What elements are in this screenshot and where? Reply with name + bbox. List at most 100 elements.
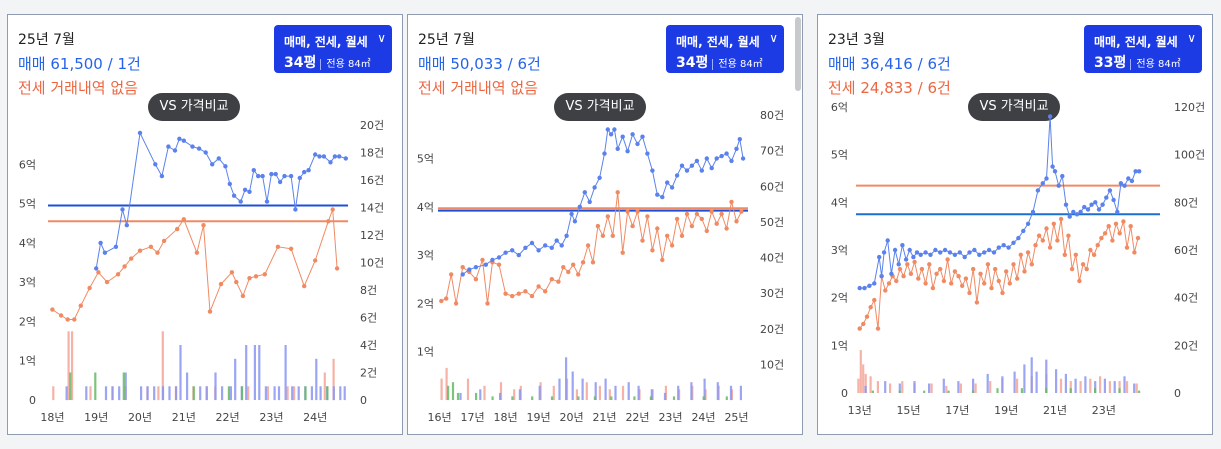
rent-volume-bar: [1045, 388, 1048, 393]
sale-price-point: [630, 132, 635, 137]
y-axis-tick: 1억: [417, 346, 434, 359]
sale-price-point: [210, 162, 215, 167]
sale-volume-bar: [677, 385, 680, 401]
sale-price-point: [942, 247, 948, 253]
sale-volume-bar: [277, 386, 281, 401]
sale-price-point: [918, 252, 923, 257]
y2-axis-tick: 40건: [760, 252, 784, 265]
sale-volume-bar: [175, 386, 178, 401]
jeonse-volume-bar: [266, 386, 269, 401]
sale-volume-bar: [168, 386, 171, 401]
sale-volume-bar: [594, 382, 597, 400]
jeonse-price-point: [240, 293, 246, 299]
sale-price-point: [572, 219, 578, 224]
sale-price-point: [650, 168, 655, 173]
rent-volume-bar: [326, 386, 329, 401]
jeonse-price-point: [952, 269, 958, 274]
jeonse-volume-bar: [864, 373, 867, 393]
jeonse-volume-bar: [959, 383, 962, 393]
sale-price-point: [277, 179, 283, 185]
jeonse-price-point: [941, 278, 947, 284]
period-label: 25년 7월: [18, 32, 75, 48]
sale-volume-bar: [221, 386, 224, 401]
jeonse-price-point: [1110, 238, 1115, 243]
sale-price-point: [1021, 228, 1026, 234]
period-label: 23년 3월: [828, 32, 885, 48]
sale-volume-bar: [518, 389, 521, 400]
sale-price-point: [1074, 212, 1080, 217]
sale-price-point: [523, 245, 528, 250]
deal-type-dropdown[interactable]: 매매, 전세, 월세 ∨ 34평 전용 84㎡: [274, 25, 392, 73]
jeonse-price-point: [72, 317, 77, 322]
deal-type-dropdown[interactable]: 매매, 전세, 월세 ∨ 34평 전용 84㎡: [666, 25, 784, 73]
sale-price-point: [137, 130, 143, 136]
jeonse-price-point: [724, 226, 729, 231]
jeonse-summary: 전세 거래내역 없음: [18, 79, 138, 97]
y-axis-tick: 3억: [417, 249, 434, 262]
sale-price-point: [282, 173, 287, 179]
jeonse-price-point: [543, 289, 548, 294]
jeonse-volume-bar: [466, 378, 470, 400]
sale-price-point: [1137, 169, 1142, 174]
jeonse-price-point: [549, 277, 554, 282]
jeonse-price-point: [207, 309, 213, 314]
vs-compare-button[interactable]: VS 가격비교: [554, 93, 646, 121]
jeonse-volume-bar: [71, 331, 74, 401]
sale-price-point: [719, 153, 724, 159]
x-axis-tick: 18년: [494, 411, 518, 424]
x-axis-tick: 22년: [216, 411, 240, 424]
sale-price-point: [597, 175, 602, 180]
jeonse-price-point: [1018, 252, 1023, 257]
vs-compare-button[interactable]: VS 가격비교: [148, 93, 240, 121]
sale-price-point: [991, 250, 997, 255]
sale-price-point: [645, 151, 650, 156]
pyeong-label: 33평: [1094, 55, 1127, 71]
sale-volume-bar: [339, 386, 342, 401]
sale-volume-bar: [864, 385, 867, 393]
sale-volume-bar: [884, 381, 887, 393]
sale-price-point: [166, 144, 171, 149]
sale-price-point: [857, 285, 862, 291]
jeonse-price-point: [945, 257, 950, 262]
x-axis-tick: 18년: [40, 411, 64, 424]
x-axis-tick: 25년: [724, 411, 748, 424]
sale-volume-bar: [319, 386, 322, 401]
chart-card-2: 25년 7월 매매 50,033 / 6건 전세 거래내역 없음 매매, 전세,…: [407, 14, 803, 435]
jeonse-price-point: [453, 301, 459, 306]
jeonse-volume-bar: [499, 382, 503, 400]
sale-price-point: [1001, 243, 1006, 248]
x-axis-tick: 22년: [625, 411, 649, 424]
x-axis-tick: 19년: [84, 411, 108, 424]
jeonse-price-point: [330, 207, 335, 212]
sale-volume-bar: [663, 392, 667, 400]
y-axis-tick: 2억: [19, 315, 36, 328]
jeonse-price-point: [689, 223, 695, 229]
sale-volume-bar: [558, 378, 561, 400]
sale-summary: 매매 50,033 / 6건: [418, 55, 541, 73]
jeonse-price-point: [247, 276, 252, 281]
sale-price-point: [615, 146, 620, 151]
sale-price-point: [159, 173, 165, 179]
sale-volume-bar: [229, 386, 232, 401]
y2-axis-tick: 40건: [1174, 292, 1198, 305]
x-axis-tick: 23년: [1092, 404, 1116, 417]
sale-price-point: [669, 185, 675, 190]
rent-volume-bar: [531, 396, 534, 400]
sale-volume-bar: [297, 386, 300, 401]
jeonse-price-point: [996, 278, 1001, 284]
price-chart-3: 0 1억 2억 3억 4억 5억 6억 0 20건 40건 60건 80건 100건 120건 13년 15년…: [831, 101, 1205, 417]
sale-volume-bar: [253, 345, 256, 400]
sale-summary: 매매 36,416 / 6건: [828, 55, 951, 73]
sale-price-point: [877, 254, 882, 260]
sale-volume-bar: [205, 386, 208, 401]
sale-price-point: [1111, 197, 1116, 203]
sale-volume-bar: [161, 386, 165, 401]
vs-compare-button[interactable]: VS 가격비교: [968, 93, 1060, 121]
deal-type-dropdown[interactable]: 매매, 전세, 월세 ∨ 33평 전용 84㎡: [1084, 25, 1202, 73]
scrollbar[interactable]: [795, 17, 801, 91]
jeonse-price-point: [313, 258, 318, 263]
jeonse-price-point: [556, 279, 561, 284]
sale-price-point: [529, 240, 535, 246]
sale-price-point: [867, 283, 872, 288]
sale-price-point: [577, 204, 582, 209]
